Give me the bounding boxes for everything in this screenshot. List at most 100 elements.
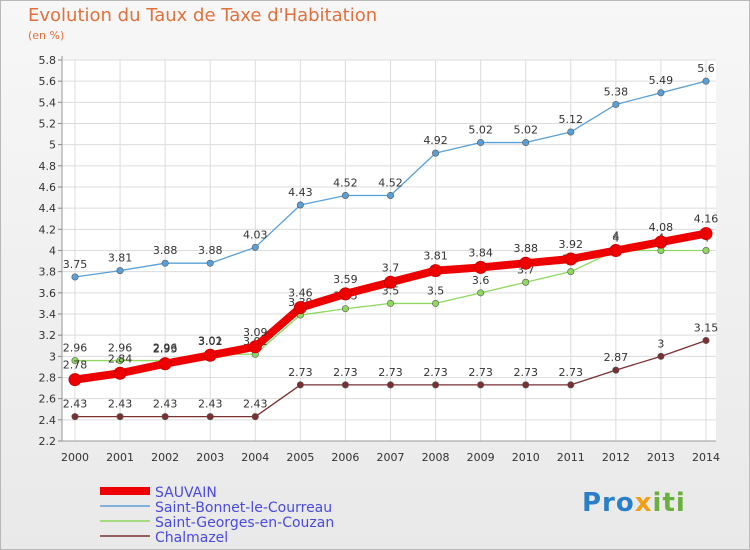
data-label: 3.09 — [243, 326, 268, 339]
data-point — [161, 413, 169, 421]
data-point — [609, 244, 623, 257]
data-point — [116, 357, 124, 365]
data-label: 2.84 — [108, 352, 133, 365]
data-point — [477, 289, 485, 297]
data-point — [386, 299, 394, 307]
data-label: 3.01 — [198, 334, 223, 347]
data-point — [161, 259, 169, 267]
data-point — [71, 273, 79, 281]
data-point — [251, 413, 259, 421]
data-label: 5.12 — [559, 113, 584, 126]
data-point — [432, 299, 440, 307]
data-label: 2.73 — [288, 366, 313, 379]
legend-entry: Saint-Georges-en-Couzan — [155, 515, 334, 531]
data-point — [519, 256, 533, 270]
x-tick-label: 2004 — [241, 451, 269, 464]
data-label: 3.88 — [153, 244, 178, 257]
unit-label: (en %) — [28, 29, 65, 42]
data-label: 3.88 — [198, 244, 223, 257]
y-tick-label: 4.2 — [39, 223, 57, 236]
data-point — [612, 366, 620, 374]
y-tick-label: 4 — [49, 245, 56, 258]
x-tick-label: 2013 — [647, 451, 675, 464]
data-point — [477, 139, 485, 147]
data-label: 5.38 — [604, 85, 629, 98]
data-label: 2.96 — [108, 342, 133, 355]
data-point — [386, 191, 394, 199]
data-point — [522, 278, 530, 286]
data-label: 2.73 — [423, 366, 448, 379]
data-label: 4.92 — [423, 134, 448, 147]
data-point — [432, 381, 440, 389]
y-tick-label: 5.6 — [39, 75, 57, 88]
x-tick-label: 2010 — [512, 451, 540, 464]
data-point — [386, 381, 394, 389]
legend-entry: SAUVAIN — [155, 485, 217, 501]
x-tick-label: 2000 — [61, 451, 89, 464]
data-point — [158, 357, 172, 371]
y-tick-label: 2.8 — [39, 372, 57, 385]
data-point — [68, 373, 82, 387]
data-label: 2.73 — [513, 366, 538, 379]
x-tick-label: 2012 — [602, 451, 630, 464]
data-point — [657, 89, 665, 97]
data-point — [248, 340, 262, 354]
data-point — [296, 201, 304, 209]
data-label: 4.08 — [649, 221, 674, 234]
data-label: 5.02 — [513, 124, 538, 137]
data-point — [567, 128, 575, 136]
proxiti-logo: Proxiti — [582, 488, 686, 518]
data-label: 5.02 — [468, 124, 493, 137]
data-point — [341, 305, 349, 313]
data-label: 2.73 — [559, 366, 584, 379]
data-point — [116, 267, 124, 275]
data-point — [384, 275, 397, 289]
data-point — [341, 191, 349, 199]
data-label: 5.6 — [697, 62, 715, 75]
data-point — [654, 235, 668, 249]
y-tick-label: 2.6 — [39, 393, 57, 406]
data-label: 3.59 — [333, 273, 358, 286]
data-label: 5.49 — [649, 74, 674, 87]
data-label: 2.96 — [153, 342, 178, 355]
data-label: 2.87 — [604, 351, 629, 364]
data-point — [429, 264, 443, 278]
data-label: 4.16 — [694, 213, 719, 226]
x-tick-label: 2001 — [106, 451, 134, 464]
data-label: 3.92 — [559, 238, 584, 251]
data-label: 3.88 — [513, 242, 538, 255]
data-label: 2.73 — [468, 366, 493, 379]
data-label: 2.96 — [63, 342, 88, 355]
data-label: 4.43 — [288, 186, 313, 199]
data-point — [432, 149, 440, 157]
data-label: 2.43 — [63, 398, 88, 411]
data-label: 3 — [657, 337, 664, 350]
data-point — [206, 259, 214, 267]
data-point — [702, 77, 710, 85]
x-tick-label: 2002 — [151, 451, 179, 464]
data-point — [567, 268, 575, 276]
data-label: 3.84 — [468, 246, 493, 259]
data-label: 3.75 — [63, 258, 88, 271]
data-point — [251, 243, 259, 251]
y-tick-label: 3.6 — [39, 287, 57, 300]
data-point — [474, 260, 488, 274]
data-point — [293, 301, 307, 315]
data-label: 2.43 — [153, 398, 178, 411]
data-label: 4.03 — [243, 228, 268, 241]
data-label: 4.52 — [333, 176, 358, 189]
y-tick-label: 2.2 — [39, 435, 57, 448]
x-tick-label: 2007 — [377, 451, 405, 464]
y-tick-label: 3.4 — [39, 308, 57, 321]
data-point — [71, 413, 79, 421]
data-point — [522, 139, 530, 147]
data-point — [702, 336, 710, 344]
data-label: 3.15 — [694, 321, 719, 334]
x-tick-label: 2008 — [422, 451, 450, 464]
data-label: 3.02 — [198, 335, 223, 348]
data-point — [206, 413, 214, 421]
data-label: 2.43 — [243, 398, 268, 411]
y-tick-label: 2.4 — [39, 414, 57, 427]
y-tick-label: 5.8 — [39, 54, 57, 67]
data-point — [203, 348, 217, 362]
